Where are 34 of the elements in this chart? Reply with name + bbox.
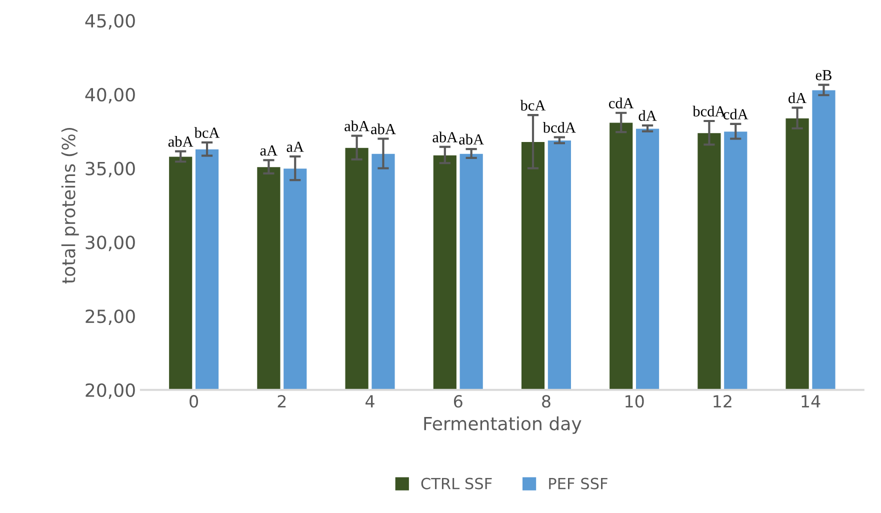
y-tick-label: 25,00: [86, 309, 135, 325]
x-tick-label: 10: [626, 395, 644, 408]
data-label: abA: [344, 120, 370, 132]
data-label: cdA: [608, 98, 634, 108]
y-tick-label: 35,00: [86, 162, 135, 178]
y-tick-label: 20,00: [86, 383, 135, 399]
data-label: abA: [432, 132, 458, 142]
x-tick-label: 2: [278, 395, 286, 408]
data-label: aA: [260, 145, 278, 156]
y-tick-label: 40,00: [85, 88, 135, 104]
data-label: bcdA: [692, 106, 726, 116]
y-tick-label: 45,00: [85, 14, 135, 30]
legend-label: CTRL SSF: [421, 478, 492, 490]
x-axis-title: Fermentation day: [424, 416, 582, 434]
x-tick-label: 4: [366, 395, 374, 408]
data-label: dA: [638, 110, 657, 121]
data-label: aA: [286, 142, 304, 152]
data-label: dA: [788, 92, 807, 104]
data-label: bcA: [194, 127, 220, 138]
legend-label: PEF SSF: [549, 478, 608, 490]
data-label: eB: [816, 70, 832, 80]
y-axis-title: total proteins (%): [61, 128, 79, 284]
x-tick-label: 8: [542, 395, 550, 408]
data-label: bcA: [520, 100, 546, 111]
data-label: cdA: [723, 108, 748, 120]
data-label: abA: [371, 123, 396, 134]
x-tick-label: 12: [714, 395, 732, 408]
y-tick-label: 30,00: [86, 236, 135, 252]
x-tick-label: 14: [802, 395, 820, 408]
x-tick-label: 0: [190, 395, 198, 408]
data-label: abA: [459, 134, 484, 145]
data-label: abA: [168, 136, 194, 147]
x-tick-label: 6: [454, 395, 462, 408]
data-label: bcdA: [542, 122, 576, 133]
